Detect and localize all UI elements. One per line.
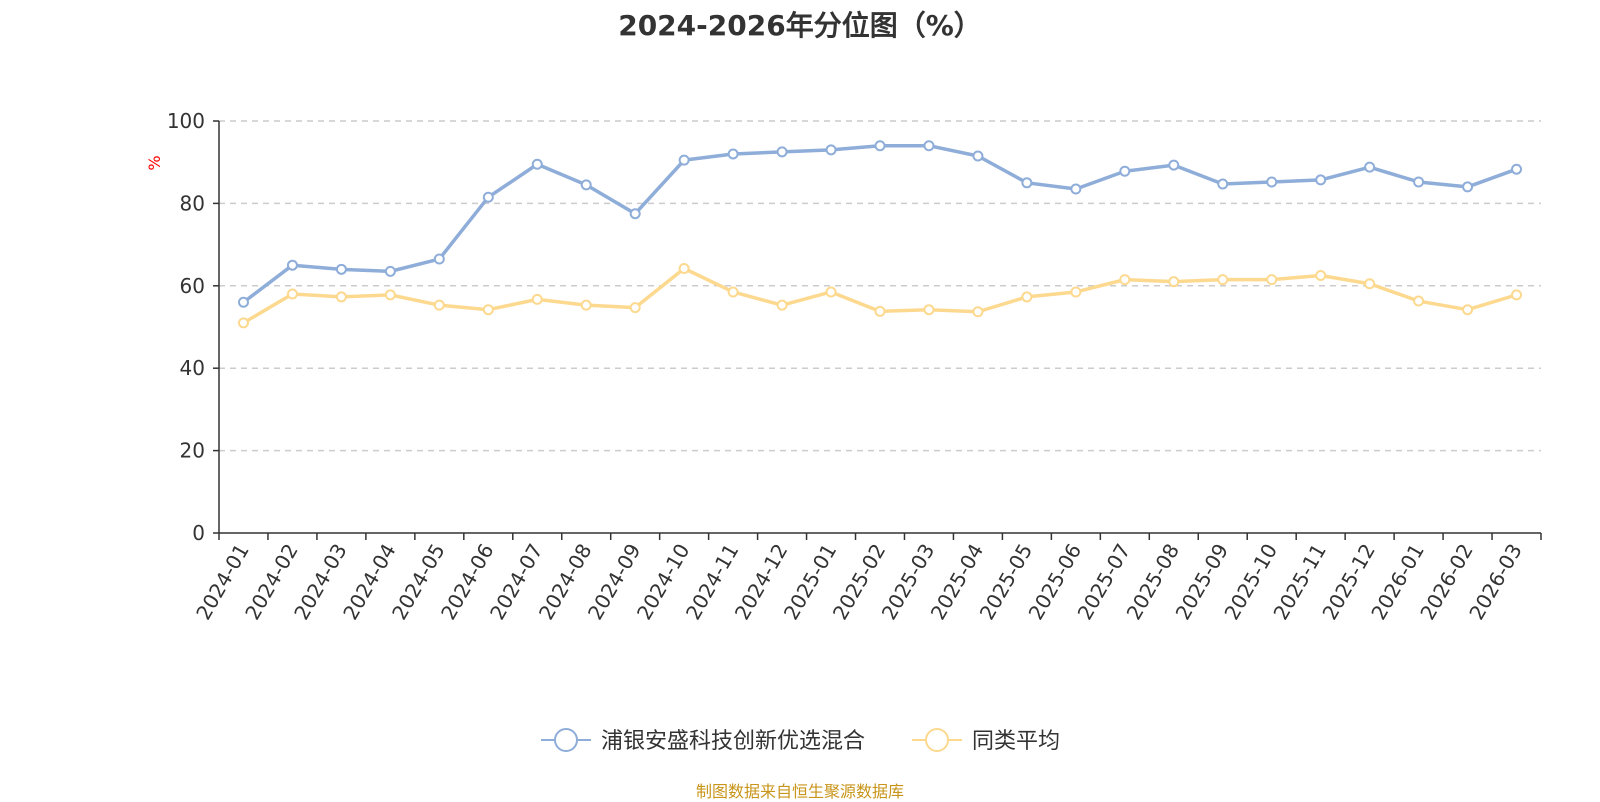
data-point[interactable]: [1119, 165, 1131, 177]
data-point[interactable]: [1315, 270, 1327, 281]
data-point[interactable]: [1511, 289, 1523, 301]
chart-title: 2024-2026年分位图（%）: [618, 9, 982, 42]
data-point[interactable]: [1462, 304, 1474, 316]
data-point[interactable]: [531, 293, 543, 305]
data-point[interactable]: [1021, 291, 1033, 303]
series-2: [237, 262, 1523, 329]
legend-label: 浦银安盛科技创新优选混合: [601, 729, 865, 754]
data-point[interactable]: [629, 208, 641, 220]
y-tick-labels: 0 20 40 60 80 100: [167, 109, 205, 545]
data-point[interactable]: [1119, 274, 1131, 286]
series-group: [237, 140, 1523, 329]
legend-circle-icon: [554, 728, 578, 752]
data-point[interactable]: [629, 302, 641, 314]
data-point[interactable]: [972, 150, 984, 162]
data-point[interactable]: [1168, 276, 1180, 288]
data-point[interactable]: [727, 148, 739, 160]
data-point[interactable]: [433, 299, 445, 311]
data-point[interactable]: [1021, 177, 1033, 189]
data-point[interactable]: [1462, 181, 1474, 193]
data-point[interactable]: [1364, 278, 1376, 290]
data-point[interactable]: [433, 253, 445, 265]
data-point[interactable]: [1315, 174, 1327, 186]
data-point[interactable]: [531, 158, 543, 170]
y-tick-label: 100: [167, 109, 205, 133]
legend-label: 同类平均: [972, 729, 1060, 754]
data-point[interactable]: [825, 286, 837, 298]
data-point[interactable]: [580, 179, 592, 191]
data-point[interactable]: [1413, 176, 1425, 188]
data-point[interactable]: [482, 191, 494, 203]
y-axis-unit: %: [145, 155, 164, 170]
x-tick-labels: 2024-012024-022024-032024-042024-052024-…: [191, 540, 1527, 624]
data-point[interactable]: [923, 304, 935, 316]
data-point[interactable]: [384, 265, 396, 277]
data-source-note: 制图数据来自恒生聚源数据库: [695, 782, 904, 801]
data-point[interactable]: [1266, 176, 1278, 188]
data-point[interactable]: [1364, 161, 1376, 173]
data-point[interactable]: [874, 305, 886, 317]
data-point[interactable]: [678, 262, 690, 274]
grid-lines: [219, 120, 1541, 452]
series-line: [242, 143, 1518, 304]
data-point[interactable]: [335, 291, 347, 303]
axes: [213, 120, 1542, 540]
y-tick-label: 80: [180, 191, 205, 215]
y-tick-label: 40: [180, 356, 205, 380]
data-point[interactable]: [237, 296, 249, 308]
data-point[interactable]: [825, 144, 837, 156]
data-point[interactable]: [1070, 286, 1082, 298]
data-point[interactable]: [874, 140, 886, 152]
legend-item-1[interactable]: 浦银安盛科技创新优选混合: [541, 728, 865, 754]
data-point[interactable]: [1266, 274, 1278, 286]
data-point[interactable]: [776, 299, 788, 311]
legend-circle-icon: [925, 728, 949, 752]
y-tick-label: 60: [180, 274, 205, 298]
data-point[interactable]: [1217, 178, 1229, 190]
legend[interactable]: 浦银安盛科技创新优选混合 同类平均: [541, 728, 1060, 754]
legend-item-2[interactable]: 同类平均: [912, 728, 1060, 754]
data-point[interactable]: [286, 259, 298, 271]
data-point[interactable]: [1168, 159, 1180, 171]
y-tick-label: 0: [192, 521, 205, 545]
data-point[interactable]: [384, 289, 396, 301]
data-point[interactable]: [286, 288, 298, 300]
data-point[interactable]: [1070, 183, 1082, 195]
y-tick-label: 20: [180, 439, 205, 463]
data-point[interactable]: [335, 263, 347, 275]
data-point[interactable]: [580, 299, 592, 311]
data-point[interactable]: [1217, 274, 1229, 286]
series-1: [237, 140, 1523, 308]
data-point[interactable]: [1511, 163, 1523, 175]
data-point[interactable]: [727, 286, 739, 298]
data-point[interactable]: [482, 304, 494, 316]
data-point[interactable]: [237, 317, 249, 329]
data-point[interactable]: [923, 140, 935, 152]
data-point[interactable]: [1413, 295, 1425, 307]
data-point[interactable]: [776, 146, 788, 158]
data-point[interactable]: [678, 154, 690, 166]
data-point[interactable]: [972, 306, 984, 318]
